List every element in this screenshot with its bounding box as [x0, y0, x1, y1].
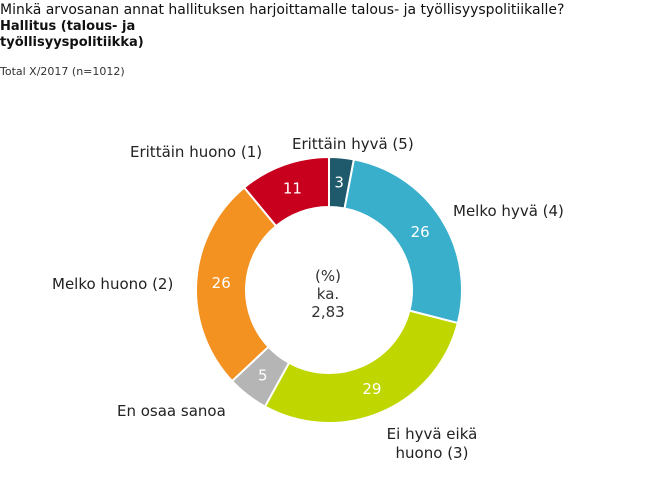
sample-note: Total X/2017 (n=1012)	[0, 65, 125, 78]
category-label-3: En osaa sanoa	[117, 402, 226, 420]
center-average-value: 2,83	[311, 303, 344, 321]
chart-question: Minkä arvosanan annat hallituksen harjoi…	[0, 2, 565, 18]
slice-value-label-5: 11	[283, 179, 302, 197]
donut-slice-4	[195, 186, 278, 383]
chart-subtitle: Hallitus (talous- ja työllisyyspolitiikk…	[0, 19, 144, 50]
category-label-0: Erittäin hyvä (5)	[292, 135, 414, 153]
slice-value-label-4: 26	[212, 274, 231, 292]
center-unit-label: (%)	[315, 267, 341, 285]
category-label-4: Melko huono (2)	[52, 275, 173, 293]
donut-slice-5	[242, 155, 330, 228]
donut-slice-2	[263, 309, 460, 424]
slice-value-label-3: 5	[258, 366, 268, 384]
category-label-2-line-0: Ei hyvä eikä	[387, 425, 478, 443]
slice-value-label-2: 29	[362, 380, 381, 398]
category-label-5: Erittäin huono (1)	[130, 143, 262, 161]
slice-value-label-1: 26	[411, 223, 430, 241]
category-label-2-line-1: huono (3)	[396, 444, 469, 462]
category-label-1: Melko hyvä (4)	[453, 202, 564, 220]
slice-value-label-0: 3	[334, 173, 344, 191]
center-average-label: ka.	[317, 285, 339, 303]
donut-slice-1	[343, 158, 463, 325]
